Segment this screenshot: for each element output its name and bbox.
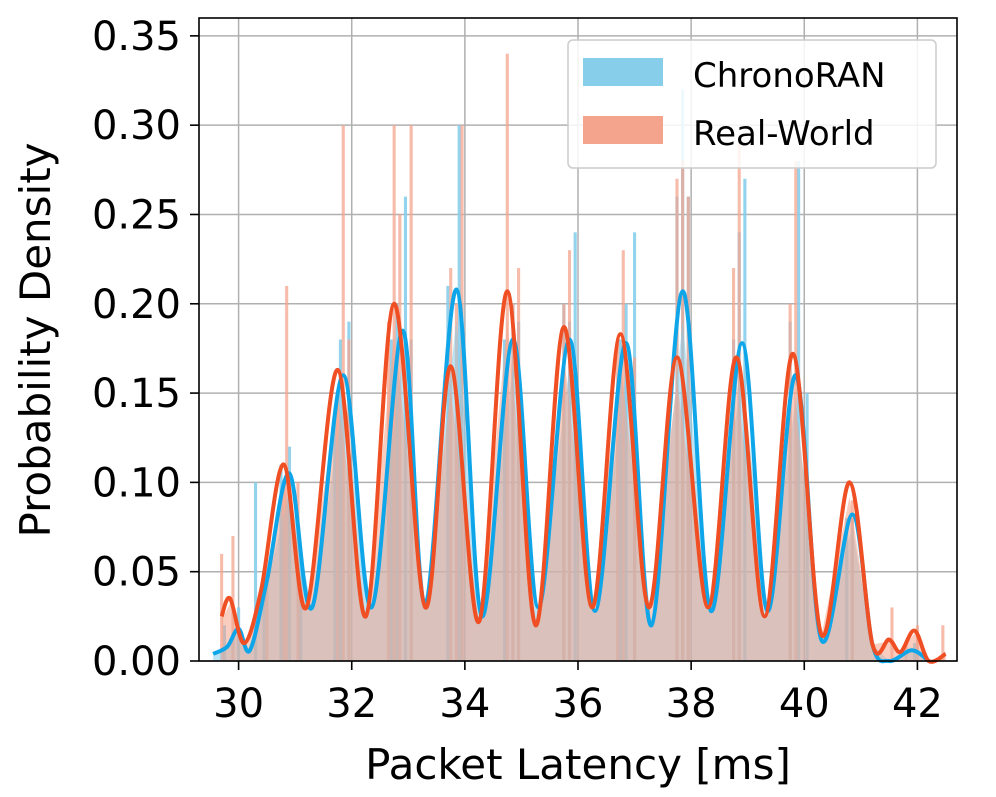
bar-chronoran <box>254 482 258 661</box>
x-tick-label: 30 <box>213 681 264 727</box>
axis-ticks: 30 32 34 36 38 40 42 0.00 0.05 0.10 0.15 0.20 0.25 0.… <box>92 14 943 727</box>
y-tick-label: 0.00 <box>92 639 181 685</box>
y-tick-label: 0.05 <box>92 550 181 596</box>
y-tick-label: 0.25 <box>92 192 181 238</box>
bar-real-world <box>890 607 894 661</box>
x-tick-label: 38 <box>666 681 717 727</box>
bar-real-world <box>220 553 224 661</box>
legend-swatch-real-world <box>583 116 663 144</box>
y-axis-label: Probability Density <box>11 142 60 537</box>
bar-real-world <box>231 535 235 661</box>
x-tick-label: 36 <box>553 681 604 727</box>
x-tick-label: 32 <box>326 681 377 727</box>
legend-label-real-world: Real-World <box>693 114 875 154</box>
hist-body-real-world <box>221 320 946 661</box>
y-tick-label: 0.20 <box>92 282 181 328</box>
kde-curves <box>212 287 947 664</box>
kde-line-chronoran <box>212 287 930 664</box>
histogram-bars <box>213 53 946 662</box>
x-tick-label: 42 <box>892 681 943 727</box>
x-tick-label: 34 <box>439 681 490 727</box>
legend-label-chronoran: ChronoRAN <box>693 56 886 96</box>
y-tick-label: 0.10 <box>92 460 181 506</box>
y-tick-label: 0.30 <box>92 103 181 149</box>
bar-chronoran <box>797 160 801 661</box>
y-tick-label: 0.15 <box>92 371 181 417</box>
bar-real-world <box>941 625 945 661</box>
y-tick-label: 0.35 <box>92 14 181 60</box>
x-axis-label: Packet Latency [ms] <box>365 740 791 789</box>
x-tick-label: 40 <box>779 681 830 727</box>
kde-line-real-world <box>219 289 947 664</box>
legend: ChronoRAN Real-World <box>567 39 937 169</box>
legend-swatch-chronoran <box>583 58 663 86</box>
